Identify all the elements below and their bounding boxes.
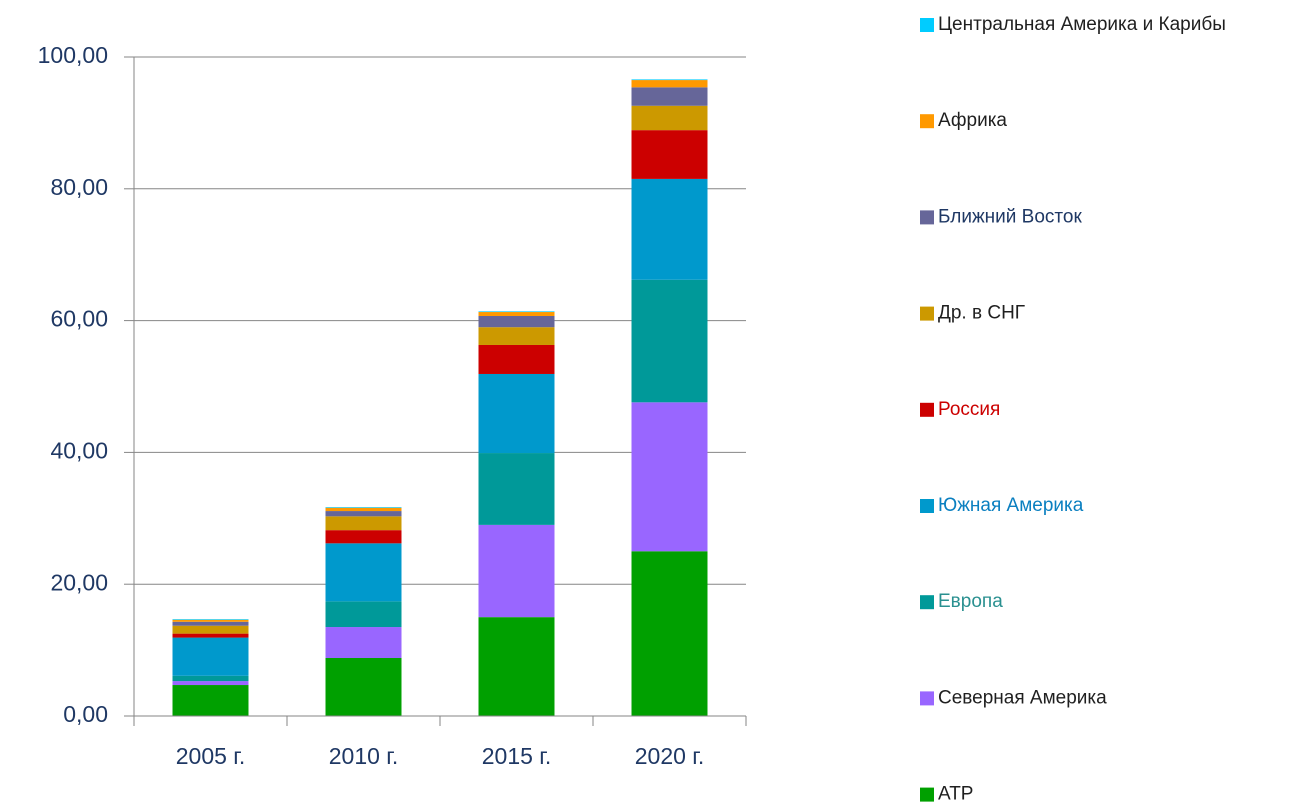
bar-segment — [631, 130, 708, 179]
legend-swatch — [920, 787, 934, 802]
legend-label: Северная Америка — [938, 687, 1107, 708]
bar-segment — [325, 516, 402, 531]
bar-segment — [631, 402, 708, 552]
bar-segment — [631, 105, 708, 131]
bar-segment — [478, 524, 555, 618]
bar-segment — [478, 315, 555, 328]
bar-segment — [325, 543, 402, 602]
bar-segment — [631, 87, 708, 106]
bar-segment — [478, 617, 555, 716]
legend-label: Африка — [938, 110, 1007, 131]
bar-segment — [325, 658, 402, 716]
legend-label: АТР — [938, 784, 973, 805]
legend-label: Ближний Восток — [938, 206, 1082, 227]
bar-segment — [478, 312, 555, 316]
bar-segment — [325, 530, 402, 544]
bar-segment — [172, 625, 249, 634]
bar-segment — [172, 619, 249, 622]
legend-label: Центральная Америка и Карибы — [938, 14, 1226, 35]
legend-label: Южная Америка — [938, 495, 1084, 516]
bar-segment — [631, 551, 708, 716]
bar-segment — [325, 601, 402, 628]
bar-segment — [172, 685, 249, 716]
bar-segment — [478, 453, 555, 525]
bar-segment — [478, 311, 555, 313]
x-tick-label: 2015 г. — [482, 743, 552, 769]
bar-segment — [631, 80, 708, 88]
bar-segment — [478, 344, 555, 374]
legend-swatch — [920, 691, 934, 706]
x-tick-label: 2005 г. — [176, 743, 246, 769]
legend-label: Др. в СНГ — [938, 303, 1025, 324]
bar-segment — [478, 373, 555, 454]
x-tick-label: 2020 г. — [635, 743, 705, 769]
legend-label: Европа — [938, 591, 1003, 612]
bar-segment — [172, 675, 249, 682]
y-tick-label: 40,00 — [50, 437, 108, 463]
y-tick-label: 80,00 — [50, 174, 108, 200]
legend-swatch — [920, 210, 934, 225]
bar-segment — [325, 627, 402, 659]
bar-segment — [631, 178, 708, 280]
legend-swatch — [920, 114, 934, 129]
bar-segment — [172, 637, 249, 676]
bar-segment — [631, 79, 708, 81]
bar-segment — [478, 327, 555, 345]
legend-swatch — [920, 306, 934, 321]
legend-swatch — [920, 595, 934, 610]
bar-segment — [172, 633, 249, 638]
legend-swatch — [920, 18, 934, 32]
x-tick-label: 2010 г. — [329, 743, 399, 769]
bar-segment — [631, 279, 708, 403]
legend-swatch — [920, 499, 934, 513]
bar-segment — [325, 511, 402, 517]
bar-segment — [172, 619, 249, 620]
bar-segment — [172, 621, 249, 626]
bar-segment — [172, 681, 249, 686]
y-tick-label: 20,00 — [50, 569, 108, 595]
y-tick-label: 0,00 — [63, 701, 108, 727]
bar-segment — [325, 507, 402, 512]
y-tick-label: 60,00 — [50, 306, 108, 332]
bar-segment — [325, 507, 402, 508]
y-tick-label: 100,00 — [38, 42, 108, 68]
legend-swatch — [920, 402, 934, 417]
legend-label: Россия — [938, 399, 1000, 420]
